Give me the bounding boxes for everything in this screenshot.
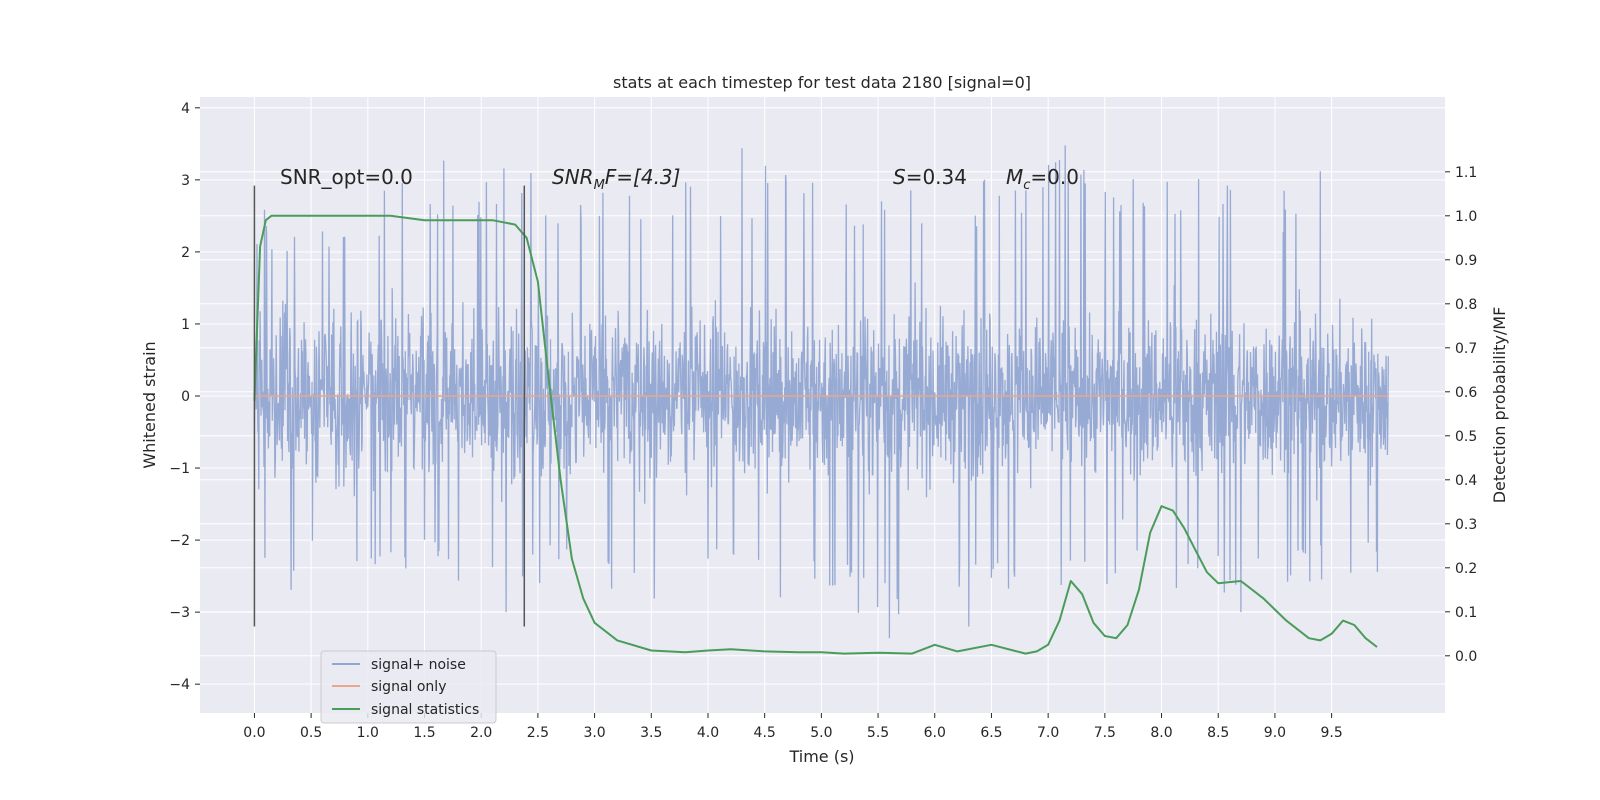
- y-tick-label: 0: [181, 389, 190, 405]
- y2-tick-label: 0.0: [1455, 649, 1477, 665]
- signal-noise-trace: [253, 145, 1389, 639]
- y-axis-label: Whitened strain: [140, 341, 159, 468]
- y2-tick-label: 0.6: [1455, 385, 1477, 401]
- signal-statistics-line: [253, 214, 1378, 655]
- x-tick-label: 1.0: [357, 725, 379, 741]
- x-axis-label: Time (s): [788, 747, 854, 766]
- x-tick-label: 0.5: [300, 725, 322, 741]
- x-tick-label: 4.5: [754, 725, 776, 741]
- legend-box: [320, 650, 497, 724]
- y2-tick-label: 1.1: [1455, 165, 1477, 181]
- legend-label-signal-statistics: signal statistics: [371, 702, 479, 718]
- x-tick-label: 4.0: [697, 725, 719, 741]
- x-tick-label: 9.5: [1320, 725, 1342, 741]
- y2-tick-label: 0.1: [1455, 605, 1477, 621]
- snr-mf-sub: M: [594, 178, 605, 193]
- mc-var: M: [1006, 165, 1023, 189]
- legend-label-signal-only: signal only: [371, 679, 446, 695]
- y-tick-label: −2: [169, 533, 190, 549]
- axis-ticks: 0.0 0.5 1.0 1.5 2.0 2.5 3.0 3.5 4.0 4.5 5.0 5.5 6.0 6…: [169, 101, 1477, 741]
- y2-tick-label: 1.0: [1455, 209, 1477, 225]
- chart-title: stats at each timestep for test data 218…: [613, 73, 1031, 92]
- y2-tick-label: 0.7: [1455, 341, 1477, 357]
- x-tick-label: 5.0: [810, 725, 832, 741]
- y-tick-label: 1: [181, 317, 190, 333]
- y-tick-label: 4: [181, 101, 190, 117]
- y-tick-label: 2: [181, 245, 190, 261]
- marker-vlines: [253, 185, 526, 627]
- y2-tick-label: 0.8: [1455, 297, 1477, 313]
- x-tick-label: 0.0: [243, 725, 265, 741]
- y-tick-label: 3: [181, 173, 190, 189]
- x-tick-label: 9.0: [1264, 725, 1286, 741]
- y-tick-label: −3: [169, 605, 190, 621]
- annotation-snr-opt: SNR_opt=0.0: [280, 165, 413, 189]
- snr-mf-rest: F=[4.3]: [605, 165, 681, 189]
- y-tick-label: −4: [169, 677, 190, 693]
- y2-tick-label: 0.9: [1455, 253, 1477, 269]
- x-tick-label: 7.0: [1037, 725, 1059, 741]
- x-tick-label: 3.5: [640, 725, 662, 741]
- y2-tick-label: 0.4: [1455, 473, 1477, 489]
- legend: signal+ noise signal only signal statist…: [320, 650, 497, 724]
- y2-axis-label: Detection probability/MF: [1490, 307, 1509, 504]
- series-signal-plus-noise: [253, 145, 1389, 639]
- series-lines: [253, 214, 1389, 655]
- s-val: =0.34: [906, 165, 967, 189]
- legend-label-signal-noise: signal+ noise: [371, 657, 466, 673]
- x-tick-label: 2.5: [527, 725, 549, 741]
- annotation-mc: Mc=0.0: [1006, 165, 1079, 193]
- y2-tick-label: 0.2: [1455, 561, 1477, 577]
- x-tick-label: 3.0: [583, 725, 605, 741]
- x-tick-label: 6.5: [980, 725, 1002, 741]
- s-var: S: [893, 165, 906, 189]
- y2-tick-label: 0.5: [1455, 429, 1477, 445]
- x-tick-label: 8.0: [1150, 725, 1172, 741]
- annotation-s: S=0.34: [893, 165, 967, 189]
- snr-mf-main: SNR: [552, 165, 594, 189]
- mc-val: =0.0: [1030, 165, 1079, 189]
- y2-tick-label: 0.3: [1455, 517, 1477, 533]
- x-tick-label: 5.5: [867, 725, 889, 741]
- x-tick-label: 6.0: [924, 725, 946, 741]
- x-tick-label: 8.5: [1207, 725, 1229, 741]
- x-tick-label: 1.5: [413, 725, 435, 741]
- mc-sub: c: [1023, 178, 1030, 193]
- x-tick-label: 7.5: [1094, 725, 1116, 741]
- annotation-snr-mf: SNRMF=[4.3]: [552, 165, 680, 193]
- y-tick-label: −1: [169, 461, 190, 477]
- x-tick-label: 2.0: [470, 725, 492, 741]
